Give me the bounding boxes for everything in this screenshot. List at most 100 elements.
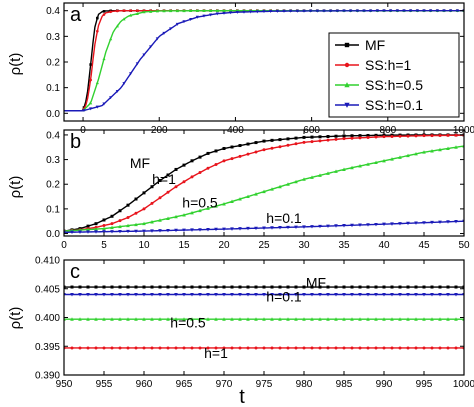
- legend-box: [328, 32, 460, 118]
- legend-label-mf: MF: [365, 37, 385, 53]
- ticks-b: 0 5 10 15 20 25 30 35 40 45 50 0.0 0.1 0.2 0.3 0.4: [46, 130, 470, 251]
- data-point-ss-h-0-1-b: [118, 229, 122, 234]
- data-point-mf-c: [174, 285, 178, 289]
- data-point-ss-h-1-c: [350, 346, 354, 350]
- data-point-ss-h-0-1-a: [282, 9, 286, 13]
- data-point-ss-h-1-c: [214, 346, 218, 350]
- data-point-ss-h-0-1-c: [406, 293, 410, 297]
- data-point-ss-h-1-c: [430, 346, 434, 350]
- data-point-ss-h-1-c: [358, 346, 362, 350]
- data-point-mf-c: [64, 285, 66, 289]
- data-point-ss-h-0-1-a: [109, 96, 113, 100]
- data-point-ss-h-0-5-c: [78, 317, 82, 321]
- data-point-mf-b: [222, 146, 226, 150]
- data-point-ss-h-1-c: [254, 346, 258, 350]
- data-point-ss-h-0-5-c: [158, 317, 162, 321]
- data-point-ss-h-0-1-c: [174, 293, 178, 297]
- data-point-mf-b: [110, 214, 114, 218]
- data-point-mf-c: [302, 285, 306, 289]
- data-point-ss-h-1-c: [334, 346, 338, 350]
- data-point-ss-h-0-1-c: [366, 293, 370, 297]
- data-point-mf-c: [454, 285, 458, 289]
- data-point-ss-h-0-5-b: [278, 184, 282, 189]
- data-point-ss-h-0-1-c: [134, 293, 138, 297]
- data-point-ss-h-0-1-b: [222, 227, 226, 232]
- data-point-ss-h-0-1-a: [215, 12, 219, 16]
- data-point-ss-h-0-1-c: [190, 293, 194, 297]
- data-point-ss-h-0-5-b: [310, 175, 314, 179]
- data-point-ss-h-0-5-a: [95, 81, 99, 85]
- data-point-ss-h-1-b: [102, 224, 106, 228]
- data-point-mf-b: [246, 142, 250, 146]
- data-point-ss-h-1-c: [78, 346, 82, 350]
- data-point-mf-c: [390, 285, 394, 289]
- data-point-ss-h-1-c: [294, 346, 298, 350]
- data-point-ss-h-1-b: [206, 166, 210, 170]
- data-point-ss-h-0-1-a: [269, 9, 273, 13]
- data-point-ss-h-0-1-b: [190, 228, 194, 232]
- legend-marker-mf: [344, 42, 350, 48]
- data-point-ss-h-1-c: [382, 346, 386, 350]
- data-point-mf-b: [174, 167, 178, 171]
- data-point-mf-c: [318, 285, 322, 289]
- data-point-ss-h-0-1-c: [422, 293, 426, 297]
- data-point-ss-h-0-1-c: [150, 293, 154, 297]
- data-point-mf-b: [198, 155, 202, 159]
- data-point-ss-h-0-1-a: [122, 82, 126, 86]
- data-point-mf-c: [70, 285, 74, 289]
- data-point-ss-h-0-1-a: [95, 105, 99, 109]
- data-point-ss-h-0-1-c: [414, 293, 418, 297]
- data-point-ss-h-0-5-b: [102, 226, 106, 231]
- data-point-ss-h-1-c: [150, 346, 154, 350]
- data-point-ss-h-0-1-b: [406, 221, 410, 226]
- data-point-ss-h-1-b: [334, 137, 338, 141]
- data-point-ss-h-0-1-b: [294, 225, 298, 230]
- data-point-ss-h-0-5-c: [430, 317, 434, 321]
- data-point-ss-h-0-5-b: [110, 225, 114, 230]
- data-point-ss-h-0-5-b: [438, 147, 442, 152]
- data-point-ss-h-0-1-b: [214, 227, 218, 232]
- data-point-ss-h-0-5-b: [374, 160, 378, 165]
- data-point-ss-h-0-1-c: [310, 293, 314, 297]
- data-point-mf-c: [334, 285, 338, 289]
- data-point-ss-h-0-5-c: [406, 317, 410, 321]
- data-point-ss-h-1-b: [158, 196, 162, 200]
- data-point-mf-c: [182, 285, 186, 289]
- data-point-mf-c: [150, 285, 154, 289]
- data-point-ss-h-0-1-b: [310, 225, 314, 229]
- data-point-ss-h-1-a: [109, 10, 112, 14]
- data-point-mf-b: [302, 135, 306, 139]
- data-point-mf-c: [414, 285, 418, 289]
- data-point-ss-h-0-1-b: [366, 223, 370, 227]
- y-tick-label-a: 0.1: [46, 83, 60, 94]
- data-point-ss-h-1-b: [118, 219, 122, 223]
- data-point-ss-h-1-c: [198, 346, 202, 350]
- data-point-ss-h-1-b: [422, 134, 426, 138]
- data-point-ss-h-0-1-a: [202, 14, 206, 18]
- data-point-ss-h-0-1-a: [362, 9, 366, 13]
- data-point-mf-c: [110, 285, 114, 289]
- data-point-ss-h-0-1-b: [70, 230, 74, 235]
- data-point-ss-h-0-5-a: [195, 9, 199, 12]
- x-tick-label-b: 20: [218, 240, 230, 251]
- data-point-ss-h-1-b: [294, 142, 298, 146]
- data-point-ss-h-0-1-a: [189, 18, 193, 22]
- data-point-ss-h-0-5-c: [182, 317, 186, 321]
- data-point-ss-h-0-5-a: [135, 11, 139, 15]
- data-point-ss-h-0-1-c: [446, 293, 450, 297]
- data-point-ss-h-0-5-c: [174, 317, 178, 321]
- data-point-ss-h-1-b: [350, 136, 354, 140]
- data-point-ss-h-0-1-b: [278, 226, 282, 230]
- data-point-ss-h-0-1-a: [295, 9, 299, 13]
- data-point-ss-h-0-5-c: [222, 317, 226, 321]
- data-point-mf-b: [350, 134, 354, 138]
- data-point-ss-h-0-1-c: [238, 293, 242, 297]
- data-point-ss-h-0-1-b: [110, 230, 114, 234]
- data-point-ss-h-1-a: [136, 9, 139, 12]
- data-point-ss-h-0-5-c: [454, 317, 458, 321]
- data-point-mf-c: [214, 285, 218, 289]
- data-point-ss-h-0-1-c: [110, 293, 114, 297]
- data-point-ss-h-1-b: [182, 180, 186, 184]
- data-point-ss-h-1-b: [262, 148, 266, 152]
- plot-area-c: [64, 285, 464, 350]
